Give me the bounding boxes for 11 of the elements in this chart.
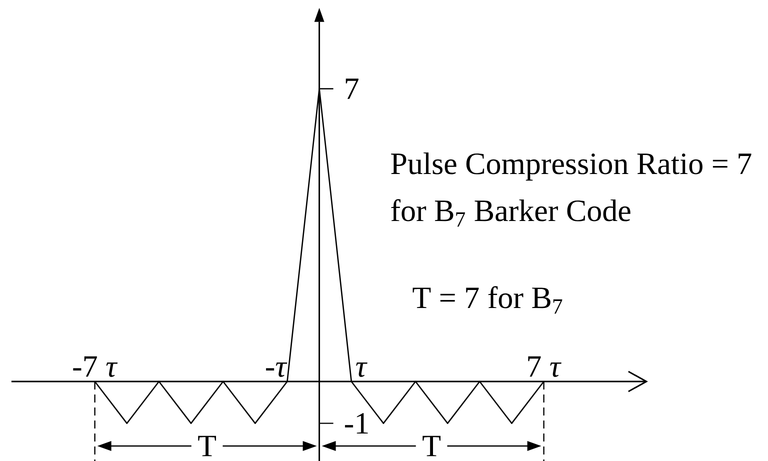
annotation: Pulse Compression Ratio = 7 [391, 152, 752, 181]
annotation: T [198, 436, 216, 456]
annotation: for B$_{7}$ Barker Code [391, 199, 630, 227]
annotation: T [422, 436, 441, 456]
x-tick-label: τ [356, 362, 368, 377]
y-tick-label: -1 [344, 413, 368, 434]
x-tick-label: -τ [266, 362, 288, 377]
y-tick-label: 7 [346, 78, 358, 99]
x-tick-label: 7 τ [528, 356, 562, 377]
x-tick-label: -7 τ [73, 356, 118, 377]
annotation: T = 7 for B$_{7}$ [412, 286, 562, 314]
